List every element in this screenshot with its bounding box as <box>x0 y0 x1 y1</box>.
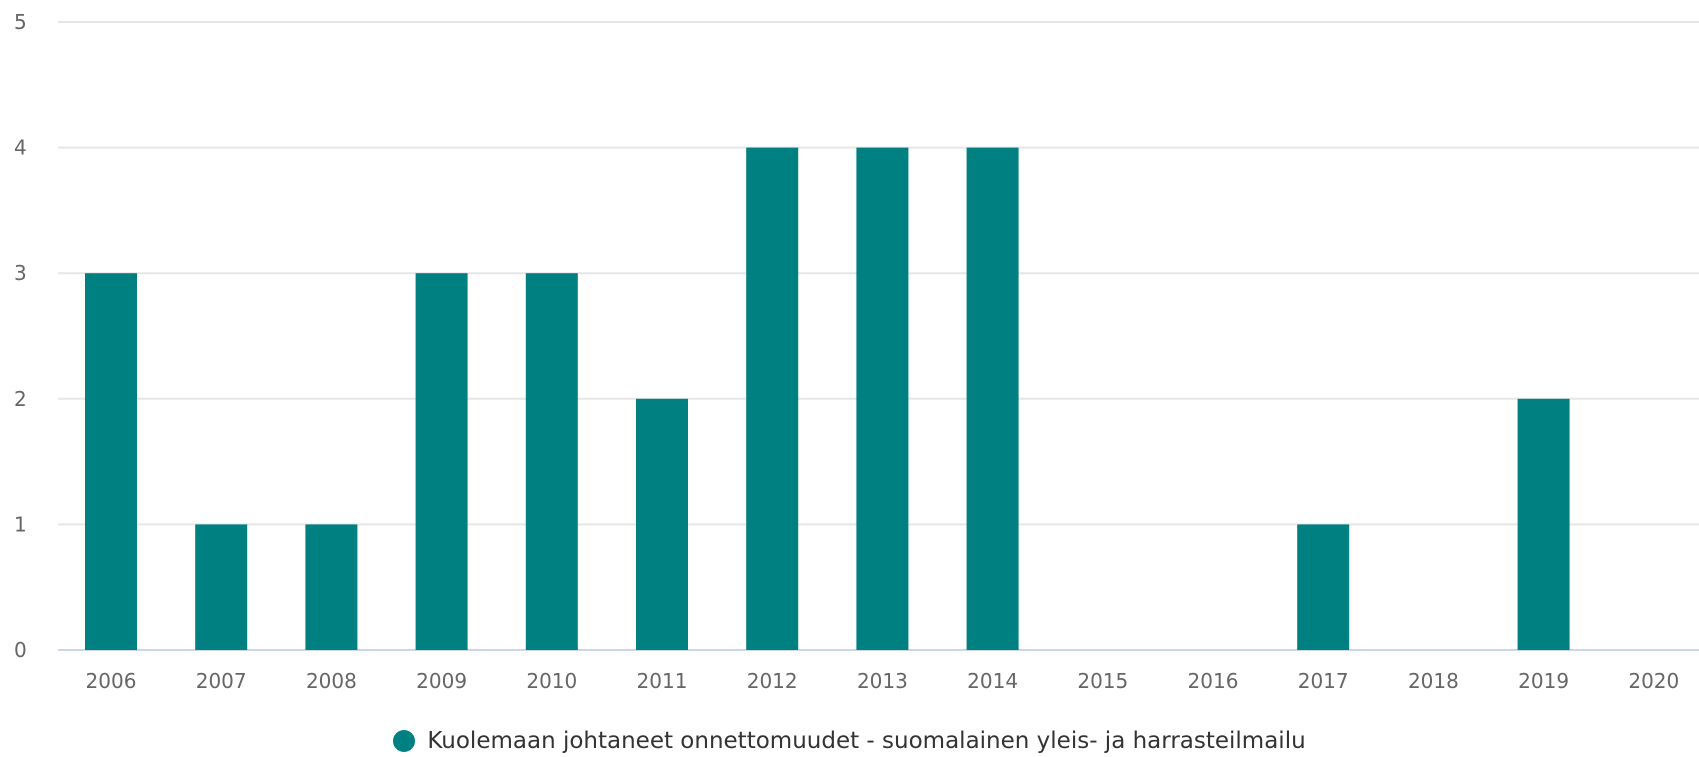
x-tick-label: 2011 <box>637 669 688 693</box>
bar-2007[interactable] <box>195 524 248 650</box>
x-tick-label: 2012 <box>747 669 798 693</box>
bar-series <box>85 147 1570 650</box>
x-tick-label: 2020 <box>1628 669 1679 693</box>
bar-2017[interactable] <box>1297 524 1350 650</box>
x-tick-label: 2018 <box>1408 669 1459 693</box>
y-axis-tick-labels: 0 1 2 3 4 5 <box>14 10 27 662</box>
x-tick-label: 2008 <box>306 669 357 693</box>
y-tick-label: 5 <box>14 10 27 34</box>
y-tick-label: 2 <box>14 387 27 411</box>
bar-2012[interactable] <box>746 147 799 650</box>
x-tick-label: 2010 <box>526 669 577 693</box>
y-tick-label: 0 <box>14 638 27 662</box>
x-tick-label: 2013 <box>857 669 908 693</box>
legend-marker-icon <box>393 730 416 752</box>
y-tick-label: 4 <box>14 136 27 160</box>
bar-2013[interactable] <box>856 147 909 650</box>
bar-2010[interactable] <box>525 273 578 650</box>
x-tick-label: 2014 <box>967 669 1018 693</box>
x-tick-label: 2015 <box>1077 669 1128 693</box>
x-tick-label: 2019 <box>1518 669 1569 693</box>
bar-2014[interactable] <box>966 147 1019 650</box>
x-tick-label: 2006 <box>86 669 137 693</box>
bar-2019[interactable] <box>1517 398 1570 650</box>
bar-2008[interactable] <box>305 524 358 650</box>
bar-2011[interactable] <box>636 398 688 650</box>
y-tick-label: 3 <box>14 261 27 285</box>
x-tick-label: 2009 <box>416 669 467 693</box>
bar-2009[interactable] <box>415 273 468 650</box>
x-tick-label: 2017 <box>1298 669 1349 693</box>
legend[interactable]: Kuolemaan johtaneet onnettomuudet - suom… <box>0 728 1699 754</box>
bar-2006[interactable] <box>85 273 137 650</box>
x-tick-label: 2016 <box>1188 669 1239 693</box>
legend-label: Kuolemaan johtaneet onnettomuudet - suom… <box>427 728 1306 754</box>
x-axis-tick-labels: 2006 2007 2008 2009 2010 2011 2012 2013 2014 2015… <box>86 669 1680 693</box>
x-tick-label: 2007 <box>196 669 247 693</box>
y-tick-label: 1 <box>14 512 27 536</box>
